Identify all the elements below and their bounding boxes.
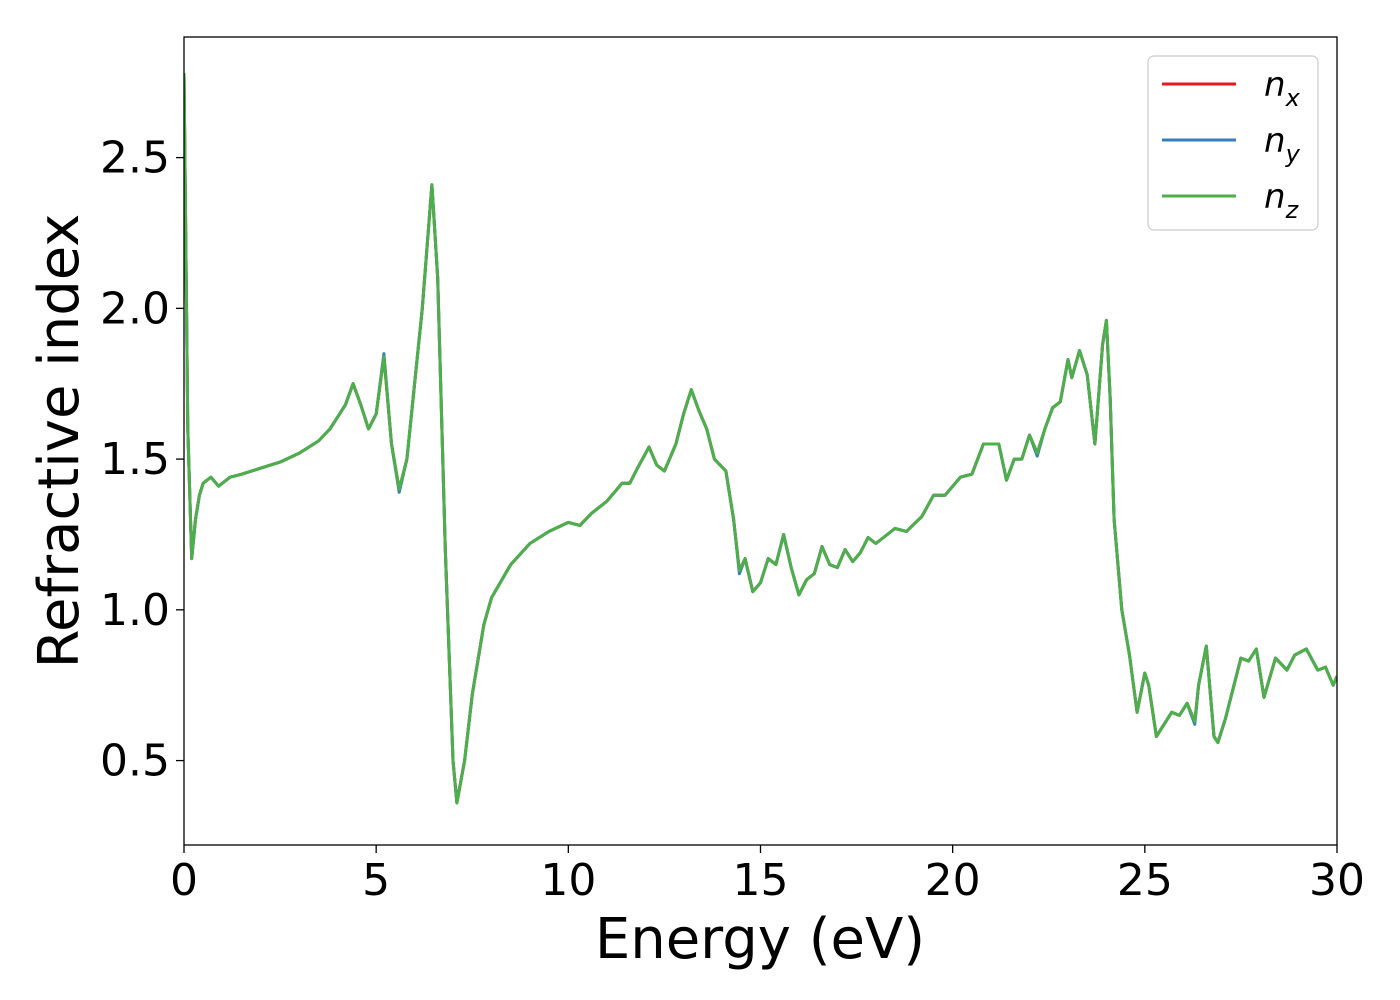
y-axis: 0.5 1.0 1.5 2.0 2.5 bbox=[100, 133, 184, 787]
x-tick-label: 5 bbox=[362, 855, 390, 906]
legend-label-n-x: nx bbox=[1264, 65, 1301, 112]
x-tick-label: 25 bbox=[1117, 855, 1173, 906]
series-line-n-z bbox=[184, 73, 1337, 805]
legend-label-base: n bbox=[1264, 121, 1286, 161]
legend-box bbox=[1147, 55, 1319, 231]
legend-label-base: n bbox=[1264, 65, 1286, 105]
legend-label-n-y: ny bbox=[1264, 121, 1301, 168]
y-tick-label: 2.5 bbox=[100, 133, 170, 184]
legend-label-subscript: x bbox=[1285, 84, 1301, 112]
legend-label-subscript: z bbox=[1285, 196, 1300, 224]
series-layer bbox=[184, 73, 1337, 805]
y-tick-label: 2.0 bbox=[100, 283, 170, 334]
x-axis-title: Energy (eV) bbox=[595, 907, 925, 972]
legend-label-n-z: nz bbox=[1264, 177, 1300, 224]
y-axis-title: Refractive index bbox=[27, 214, 92, 669]
legend-label-base: n bbox=[1264, 177, 1286, 217]
y-tick-label: 1.5 bbox=[100, 434, 170, 485]
x-tick-label: 30 bbox=[1309, 855, 1365, 906]
x-tick-label: 0 bbox=[170, 855, 198, 906]
x-tick-label: 10 bbox=[540, 855, 596, 906]
x-axis: 0 5 10 15 20 25 30 bbox=[170, 845, 1365, 906]
y-tick-label: 1.0 bbox=[100, 585, 170, 636]
x-tick-label: 15 bbox=[733, 855, 789, 906]
x-tick-label: 20 bbox=[925, 855, 981, 906]
y-tick-label: 0.5 bbox=[100, 736, 170, 787]
legend-label-subscript: y bbox=[1285, 140, 1301, 168]
